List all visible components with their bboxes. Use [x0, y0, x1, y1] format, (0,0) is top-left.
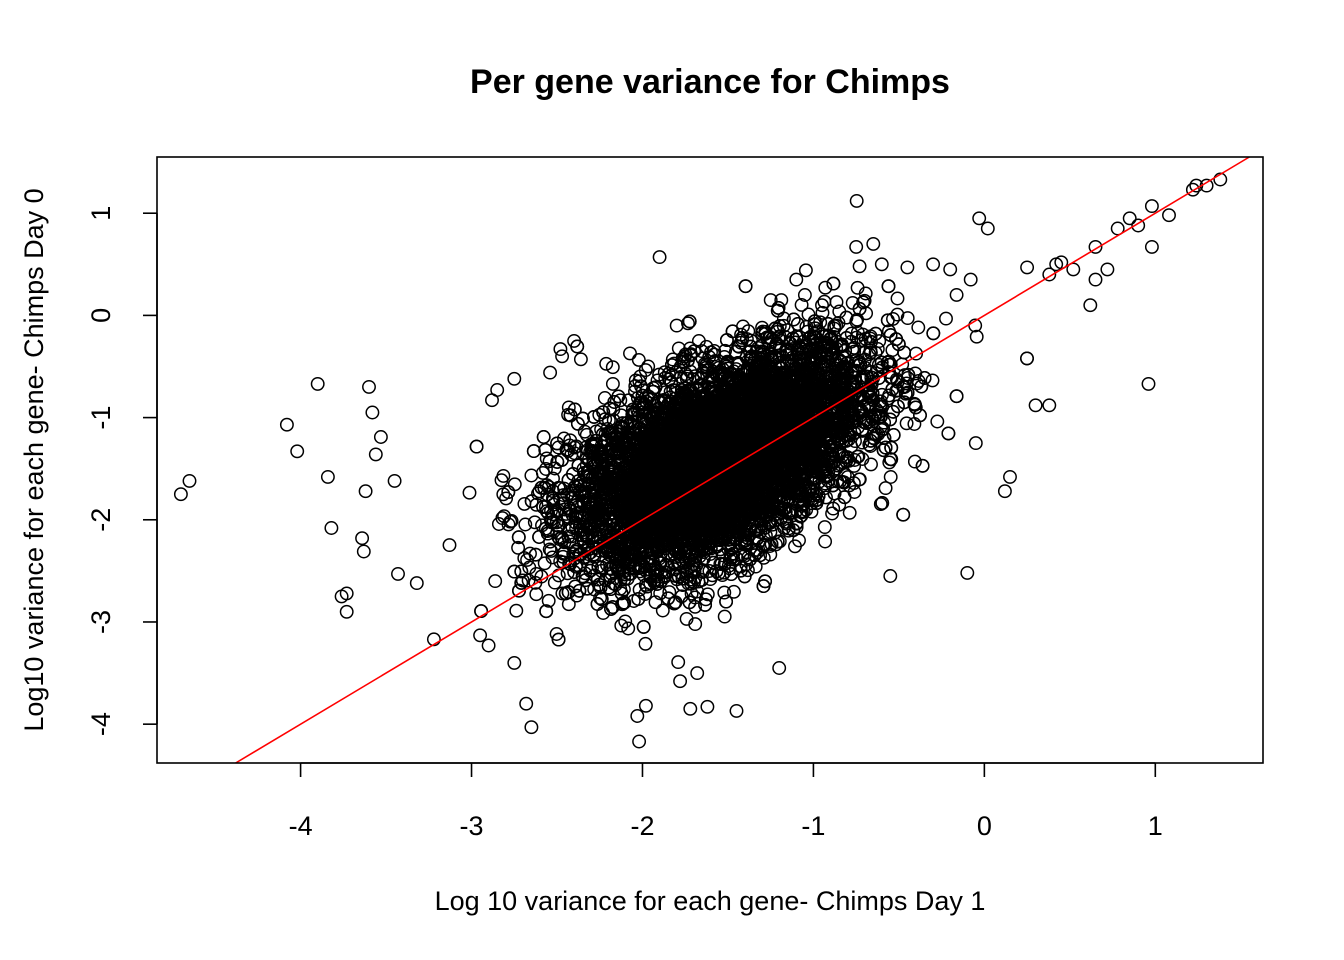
data-point — [899, 416, 914, 431]
data-point — [632, 582, 647, 597]
data-point — [864, 457, 878, 472]
data-point — [969, 329, 984, 344]
data-point — [614, 618, 629, 633]
data-point — [890, 291, 905, 306]
data-point — [605, 360, 620, 375]
data-point — [638, 636, 653, 651]
data-point — [641, 359, 656, 374]
data-point — [702, 564, 717, 578]
data-point — [794, 297, 809, 312]
data-point — [527, 515, 542, 530]
data-point — [829, 318, 844, 333]
data-point — [507, 477, 522, 492]
data-point — [623, 346, 637, 361]
chart-title: Per gene variance for Chimps — [470, 63, 950, 101]
data-point — [518, 517, 533, 532]
data-point — [524, 468, 539, 483]
data-point — [442, 538, 457, 553]
data-point — [883, 470, 898, 484]
data-point — [925, 373, 940, 388]
data-point — [880, 355, 895, 370]
data-point — [907, 454, 922, 469]
points-layer — [173, 172, 1228, 749]
data-point — [900, 311, 915, 326]
data-point — [549, 627, 564, 641]
data-point — [509, 603, 524, 618]
data-point — [529, 587, 544, 602]
data-point — [872, 334, 887, 349]
data-point — [631, 352, 646, 367]
data-point — [847, 458, 862, 473]
data-point — [939, 311, 953, 326]
data-point — [605, 376, 620, 391]
data-point — [462, 485, 477, 500]
data-point — [886, 311, 900, 326]
data-point — [499, 491, 514, 506]
data-point — [826, 501, 841, 516]
data-point — [842, 505, 857, 520]
data-point — [551, 568, 566, 583]
data-point — [567, 446, 582, 461]
data-point — [655, 603, 670, 618]
data-point — [873, 497, 888, 512]
data-point — [547, 461, 562, 476]
data-point — [621, 621, 636, 636]
data-point — [788, 539, 802, 554]
data-point — [671, 655, 686, 670]
data-point — [798, 263, 813, 278]
data-point — [726, 584, 741, 599]
data-point — [529, 566, 544, 581]
data-point — [717, 609, 732, 624]
data-point — [863, 439, 878, 453]
data-point — [541, 593, 556, 608]
data-point — [596, 606, 611, 620]
data-point — [847, 453, 862, 467]
data-point — [688, 617, 703, 632]
data-point — [497, 509, 512, 524]
